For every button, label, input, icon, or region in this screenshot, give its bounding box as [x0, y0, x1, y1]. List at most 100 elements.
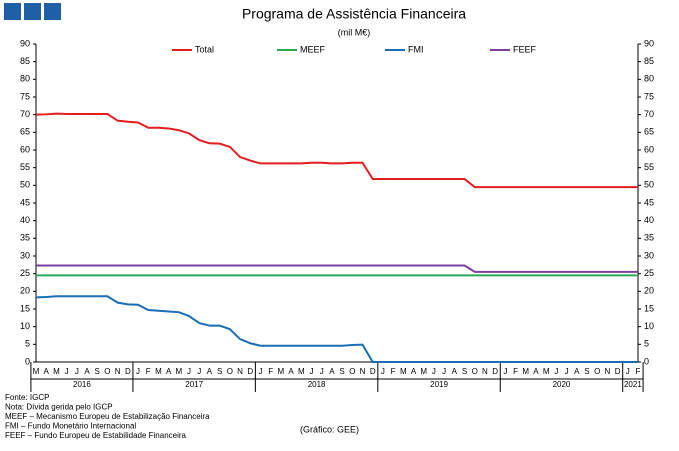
y-tick-label: 15 — [20, 303, 30, 313]
x-tick-label: F — [268, 367, 273, 376]
x-tick-label: A — [574, 367, 580, 376]
y-tick-label: 90 — [20, 38, 30, 48]
y2-tick-label: 45 — [644, 197, 654, 207]
x-tick-label: S — [584, 367, 589, 376]
y2-tick-label: 40 — [644, 215, 654, 225]
x-tick-label: O — [349, 367, 355, 376]
x-tick-label: N — [482, 367, 488, 376]
y2-tick-label: 90 — [644, 38, 654, 48]
x-tick-label: M — [420, 367, 427, 376]
year-label: 2019 — [430, 380, 448, 389]
x-tick-label: A — [533, 367, 539, 376]
x-tick-label: D — [370, 367, 376, 376]
footnote: FEEF – Fundo Europeu de Estabilidade Fin… — [5, 431, 187, 440]
y-tick-label: 70 — [20, 109, 30, 119]
year-label: 2017 — [185, 380, 203, 389]
y2-tick-label: 85 — [644, 56, 654, 66]
x-tick-label: M — [33, 367, 40, 376]
x-tick-label: A — [411, 367, 417, 376]
x-tick-label: M — [522, 367, 529, 376]
y2-tick-label: 50 — [644, 180, 654, 190]
series-line — [36, 264, 638, 273]
year-label: 2021 — [624, 380, 642, 389]
x-tick-label: O — [594, 367, 600, 376]
y-tick-label: 55 — [20, 162, 30, 172]
y-tick-label: 10 — [20, 321, 30, 331]
legend-label: MEEF — [300, 44, 326, 54]
x-tick-label: J — [626, 367, 630, 376]
year-label: 2018 — [308, 380, 326, 389]
y2-tick-label: 55 — [644, 162, 654, 172]
logo-square — [24, 3, 41, 20]
x-tick-label: J — [554, 367, 558, 376]
y-tick-label: 5 — [25, 339, 30, 349]
x-tick-label: J — [381, 367, 385, 376]
x-tick-label: J — [565, 367, 569, 376]
y2-tick-label: 5 — [644, 339, 649, 349]
x-tick-label: A — [207, 367, 213, 376]
x-tick-label: S — [95, 367, 100, 376]
x-tick-label: F — [146, 367, 151, 376]
logo-square — [44, 3, 61, 20]
y-tick-label: 40 — [20, 215, 30, 225]
y2-tick-label: 25 — [644, 268, 654, 278]
y-tick-label: 65 — [20, 127, 30, 137]
x-tick-label: M — [298, 367, 305, 376]
y-tick-label: 35 — [20, 233, 30, 243]
x-tick-label: N — [115, 367, 121, 376]
x-tick-label: N — [604, 367, 610, 376]
x-tick-label: S — [339, 367, 344, 376]
y2-tick-label: 75 — [644, 91, 654, 101]
y2-tick-label: 15 — [644, 303, 654, 313]
x-tick-label: A — [288, 367, 294, 376]
x-tick-label: A — [166, 367, 172, 376]
year-label: 2016 — [73, 380, 91, 389]
chart-subtitle: (mil M€) — [338, 27, 371, 37]
chart-title: Programa de Assistência Financeira — [242, 6, 466, 22]
y2-tick-label: 30 — [644, 250, 654, 260]
x-tick-label: S — [462, 367, 467, 376]
y2-tick-label: 35 — [644, 233, 654, 243]
x-tick-label: F — [636, 367, 641, 376]
legend-label: Total — [195, 44, 214, 54]
x-tick-label: J — [65, 367, 69, 376]
source: (Gráfico: GEE) — [300, 424, 359, 434]
y-tick-label: 45 — [20, 197, 30, 207]
series-line — [35, 295, 638, 363]
x-tick-label: O — [472, 367, 478, 376]
x-tick-label: S — [217, 367, 222, 376]
y-tick-label: 75 — [20, 91, 30, 101]
y2-tick-label: 0 — [644, 356, 649, 366]
y2-tick-label: 20 — [644, 286, 654, 296]
x-tick-label: M — [400, 367, 407, 376]
x-tick-label: D — [615, 367, 621, 376]
x-tick-label: A — [44, 367, 50, 376]
x-tick-label: J — [309, 367, 313, 376]
x-tick-label: M — [155, 367, 162, 376]
x-tick-label: J — [320, 367, 324, 376]
x-tick-label: A — [84, 367, 90, 376]
y2-tick-label: 80 — [644, 74, 654, 84]
y-tick-label: 50 — [20, 180, 30, 190]
y-tick-label: 60 — [20, 144, 30, 154]
footnote: FMI – Fundo Monetário Internacional — [5, 422, 136, 431]
y-tick-label: 80 — [20, 74, 30, 84]
x-tick-label: A — [329, 367, 335, 376]
x-tick-label: J — [503, 367, 507, 376]
x-tick-label: O — [227, 367, 233, 376]
x-tick-label: J — [75, 367, 79, 376]
x-tick-label: J — [442, 367, 446, 376]
x-tick-label: D — [247, 367, 253, 376]
y2-tick-label: 60 — [644, 144, 654, 154]
x-tick-label: J — [258, 367, 262, 376]
x-tick-label: A — [452, 367, 458, 376]
y2-tick-label: 10 — [644, 321, 654, 331]
footnote: Nota: Dívida gerida pelo IGCP — [5, 403, 113, 412]
y-tick-label: 25 — [20, 268, 30, 278]
x-tick-label: D — [492, 367, 498, 376]
logo-square — [4, 3, 21, 20]
year-label: 2020 — [553, 380, 571, 389]
legend-label: FEEF — [513, 44, 537, 54]
x-tick-label: J — [432, 367, 436, 376]
